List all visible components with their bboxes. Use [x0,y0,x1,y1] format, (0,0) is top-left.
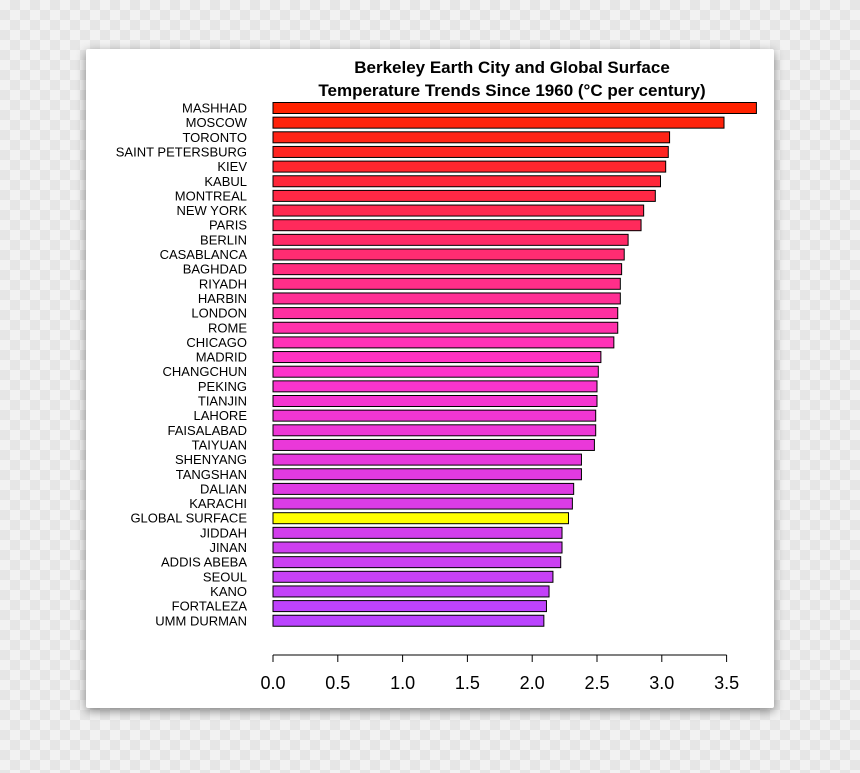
bar-kano [272,585,550,598]
bar-harbin [272,292,621,305]
category-label: CHANGCHUN [163,364,248,379]
category-label: CASABLANCA [160,247,248,262]
bar-jiddah [272,526,563,539]
bar-jinan [272,541,563,554]
category-label: CHICAGO [186,335,247,350]
bar-montreal [272,189,656,202]
bar-dalian [272,482,575,495]
category-label: KIEV [217,159,247,174]
category-label: SEOUL [203,569,247,584]
bar-peking [272,380,598,393]
bar-casablanca [272,248,625,261]
x-axis: 0.0 0.5 1.0 1.5 2.0 2.5 3.0 3.5 [260,654,739,693]
category-label: MONTREAL [175,188,247,203]
bar-new-york [272,204,645,217]
bar-series [272,102,757,627]
category-label: FAISALABAD [168,423,247,438]
x-tick-label: 0.5 [325,673,350,693]
category-label: BERLIN [200,232,247,247]
bar-saint-petersburg [272,145,669,158]
category-label: TANGSHAN [176,467,247,482]
category-label: UMM DURMAN [155,613,247,628]
category-label: ROME [208,320,247,335]
x-tick-label: 1.5 [455,673,480,693]
bar-berlin [272,233,629,246]
bar-faisalabad [272,424,597,437]
category-label: DALIAN [200,481,247,496]
category-label: JIDDAH [200,525,247,540]
category-label: SAINT PETERSBURG [116,144,247,159]
bar-madrid [272,351,602,364]
bar-kabul [272,175,661,188]
bar-global-surface [272,512,569,525]
category-label: KANO [210,584,247,599]
x-tick-label: 1.0 [390,673,415,693]
category-label: FORTALEZA [172,599,248,614]
bar-baghdad [272,263,623,276]
category-label: TAIYUAN [192,437,247,452]
bar-karachi [272,497,573,510]
category-label: TORONTO [182,130,247,145]
category-label: ADDIS ABEBA [161,555,247,570]
bar-seoul [272,570,554,583]
bar-tangshan [272,468,582,481]
category-label: MADRID [196,350,247,365]
x-tick-label: 2.5 [584,673,609,693]
bar-mashhad [272,102,757,114]
x-tick-label: 0.0 [260,673,285,693]
category-label: LONDON [191,306,247,321]
x-tick-label: 2.0 [520,673,545,693]
bar-tianjin [272,395,598,407]
bar-umm-durman [272,614,545,627]
category-label: KABUL [204,174,247,189]
category-label: KARACHI [189,496,247,511]
category-label: PARIS [209,218,247,233]
chart-subtitle: Temperature Trends Since 1960 (°C per ce… [318,81,705,100]
category-label: TIANJIN [198,394,247,409]
category-label: HARBIN [198,291,247,306]
category-label: NEW YORK [176,203,247,218]
category-label: JINAN [209,540,247,555]
bar-taiyuan [272,438,595,451]
bar-chicago [272,336,615,349]
category-label: MASHHAD [182,101,247,116]
chart-title: Berkeley Earth City and Global Surface [354,58,670,77]
x-tick-label: 3.5 [714,673,739,693]
bar-fortaleza [272,600,547,613]
bar-moscow [272,116,725,129]
bar-shenyang [272,453,582,466]
bar-addis-abeba [272,556,562,569]
category-label: BAGHDAD [183,262,247,277]
bar-paris [272,219,642,232]
bar-changchun [272,365,599,378]
bar-toronto [272,131,671,144]
bar-lahore [272,409,597,422]
category-label: GLOBAL SURFACE [130,511,247,526]
bar-london [272,307,619,320]
category-label: SHENYANG [175,452,247,467]
bar-riyadh [272,277,621,290]
category-label: RIYADH [199,276,247,291]
bar-rome [272,321,619,334]
bar-chart: Berkeley Earth City and Global Surface T… [116,58,757,693]
chart-panel: Berkeley Earth City and Global Surface T… [86,49,774,708]
bar-kiev [272,160,667,173]
category-label: LAHORE [194,408,248,423]
category-label: PEKING [198,379,247,394]
x-tick-label: 3.0 [649,673,674,693]
category-label: MOSCOW [186,115,248,130]
